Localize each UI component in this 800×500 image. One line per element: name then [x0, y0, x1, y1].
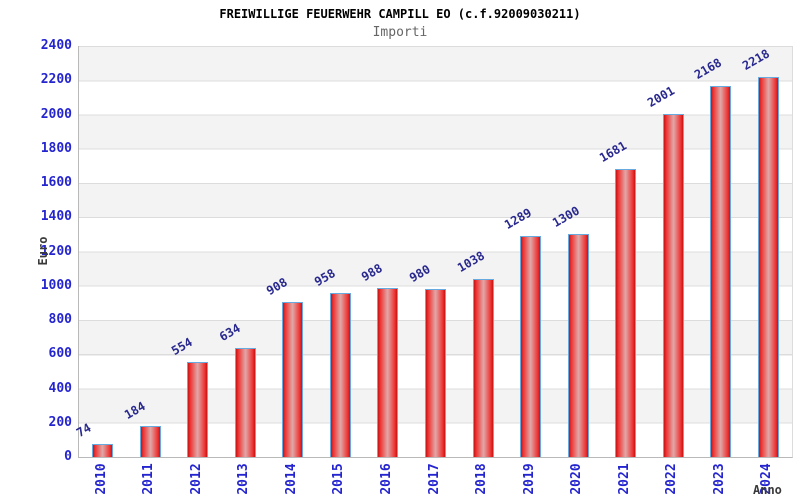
bar-2020 [567, 234, 589, 457]
bar-value-label: 184 [121, 398, 148, 422]
bar-value-label: 1038 [454, 248, 487, 276]
x-tick-label: 2012 [188, 463, 204, 495]
y-tick-label: 1800 [40, 140, 72, 156]
bar-2021 [615, 169, 637, 457]
y-tick-label: 2400 [40, 38, 72, 53]
bar-value-label: 554 [169, 335, 196, 359]
bar-value-label: 2218 [739, 46, 772, 74]
x-axis-tick-labels: 2010 2011 2012 2013 2014 2015 2016 2017 2018 2019… [78, 457, 791, 500]
bar-value-label: 1289 [502, 205, 535, 233]
bar-2024 [757, 77, 779, 457]
y-tick-label: 800 [48, 312, 72, 327]
y-tick-label: 400 [48, 380, 72, 396]
bar-2011 [139, 425, 161, 457]
bar-2017 [425, 289, 446, 457]
x-tick-label: 2017 [426, 463, 442, 495]
bar-2016 [377, 287, 399, 457]
bar-2012 [187, 362, 209, 457]
x-tick-label: 2013 [236, 463, 252, 495]
bar-2013 [234, 348, 256, 457]
bar-2010 [92, 444, 114, 457]
bar-value-label: 908 [264, 274, 291, 298]
y-axis-title: Euro [36, 236, 50, 266]
y-tick-label: 1200 [40, 243, 72, 259]
y-tick-label: 1400 [40, 209, 72, 225]
y-tick-label: 2000 [40, 106, 72, 122]
bar-2015 [329, 292, 351, 457]
bar-2014 [282, 301, 304, 457]
bar-value-label: 1681 [597, 138, 630, 166]
x-tick-label: 2022 [664, 463, 680, 495]
y-tick-label: 0 [64, 449, 72, 464]
bar-value-label: 958 [311, 265, 338, 289]
bar-value-label: 980 [407, 262, 433, 286]
chart-title: FREIWILLIGE FEUERWEHR CAMPILL EO (c.f.92… [219, 7, 581, 21]
x-axis-title: Anno [753, 483, 782, 497]
y-tick-label: 600 [48, 346, 72, 362]
bar-2023 [710, 85, 732, 457]
x-tick-label: 2014 [283, 463, 299, 495]
y-tick-label: 2200 [40, 72, 72, 88]
x-tick-label: 2020 [569, 463, 585, 495]
x-tick-label: 2011 [141, 463, 157, 495]
x-tick-label: 2018 [474, 463, 489, 495]
y-tick-label: 1000 [40, 277, 72, 293]
bar-2018 [472, 279, 494, 457]
bar-value-label: 2001 [644, 83, 677, 111]
x-tick-label: 2019 [521, 463, 537, 495]
chart-subtitle: Importi [372, 25, 428, 40]
x-tick-label: 2021 [616, 463, 632, 495]
bar-value-label: 1300 [549, 203, 582, 231]
bar-value-label: 74 [74, 420, 94, 441]
y-axis-tick-labels: 0 200 400 600 800 1000 1200 1400 1600 1800 2000 220… [0, 38, 72, 464]
bar-value-label: 988 [359, 260, 386, 284]
bar-2019 [520, 236, 542, 457]
plot-area: 74 184 554 634 908 958 988 980 1038 1289 1300 1681 2… [74, 46, 793, 458]
bar-value-label: 634 [216, 321, 243, 345]
x-tick-label: 2015 [331, 463, 347, 495]
x-tick-label: 2016 [379, 463, 394, 495]
x-tick-label: 2010 [93, 463, 109, 495]
x-tick-label: 2023 [711, 463, 727, 495]
y-tick-label: 1600 [40, 175, 72, 190]
y-tick-label: 200 [48, 414, 72, 430]
bar-value-label: 2168 [692, 55, 725, 82]
bar-2022 [662, 114, 684, 457]
